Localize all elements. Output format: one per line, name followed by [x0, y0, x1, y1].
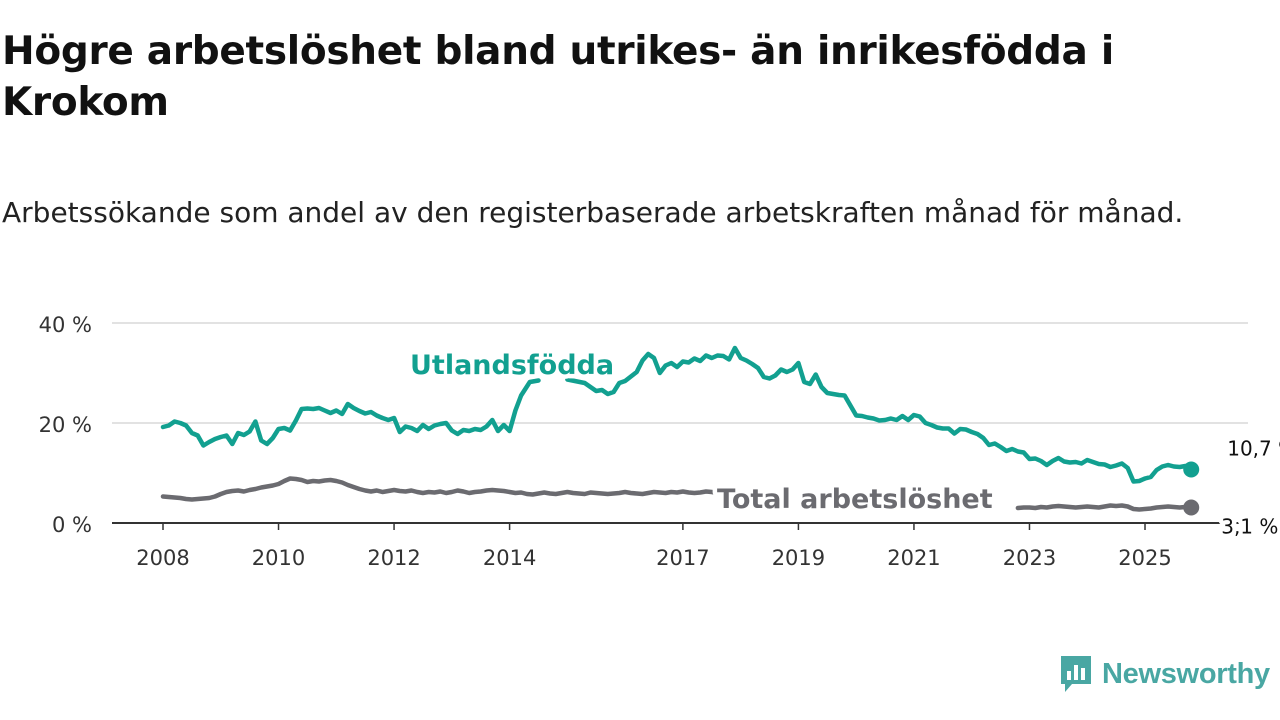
x-tick-label: 2010	[252, 546, 305, 570]
gridlines	[112, 322, 1248, 524]
end-value-total: 3,1 %	[1221, 515, 1278, 539]
x-tick-label: 2025	[1118, 546, 1171, 570]
y-tick-label: 20 %	[39, 413, 92, 437]
series-line-utlandsfodda	[565, 345, 1194, 484]
series-lines	[160, 345, 1200, 516]
line-chart: 0 % 20 % 40 % 2008 2010 2012 2014 2017 2019 2021…	[39, 313, 1280, 570]
series-line-total	[1015, 503, 1194, 512]
x-tick-label: 2012	[367, 546, 420, 570]
x-tick-label: 2017	[656, 546, 709, 570]
x-tick-label: 2019	[772, 546, 825, 570]
x-tick-labels: 2008 2010 2012 2014 2017 2019 2021 2023 2025	[136, 523, 1172, 570]
newsworthy-logo-icon	[1061, 656, 1091, 692]
x-tick-label: 2021	[887, 546, 940, 570]
end-point-total	[1183, 499, 1200, 516]
y-tick-label: 0 %	[52, 513, 92, 537]
chart-subtitle: Arbetssökande som andel av den registerb…	[2, 196, 1184, 229]
end-value-total-halo: 3,1 %	[1221, 515, 1278, 539]
newsworthy-logo: Newsworthy	[1058, 654, 1270, 694]
x-tick-label: 2008	[136, 546, 189, 570]
y-tick-labels: 0 % 20 % 40 %	[39, 313, 92, 537]
end-value-utlandsfodda-halo: 10,7 %	[1227, 437, 1280, 461]
x-tick-label: 2023	[1003, 546, 1056, 570]
series-label-utlandsfodda-halo: Utlandsfödda	[410, 350, 614, 381]
end-value-utlandsfodda: 10,7 %	[1227, 437, 1280, 461]
end-point-utlandsfodda	[1183, 461, 1200, 478]
chart-title: Högre arbetslöshet bland utrikes- än inr…	[2, 29, 1114, 125]
newsworthy-logo-text: Newsworthy	[1102, 657, 1270, 690]
series-label-total-halo: Total arbetslöshet	[717, 484, 993, 515]
y-tick-label: 40 %	[39, 313, 92, 337]
series-line-total	[160, 476, 767, 502]
series-line-utlandsfodda	[160, 378, 541, 448]
series-label-total: Total arbetslöshet	[717, 484, 993, 515]
series-label-utlandsfodda: Utlandsfödda	[410, 350, 614, 381]
x-tick-label: 2014	[483, 546, 536, 570]
